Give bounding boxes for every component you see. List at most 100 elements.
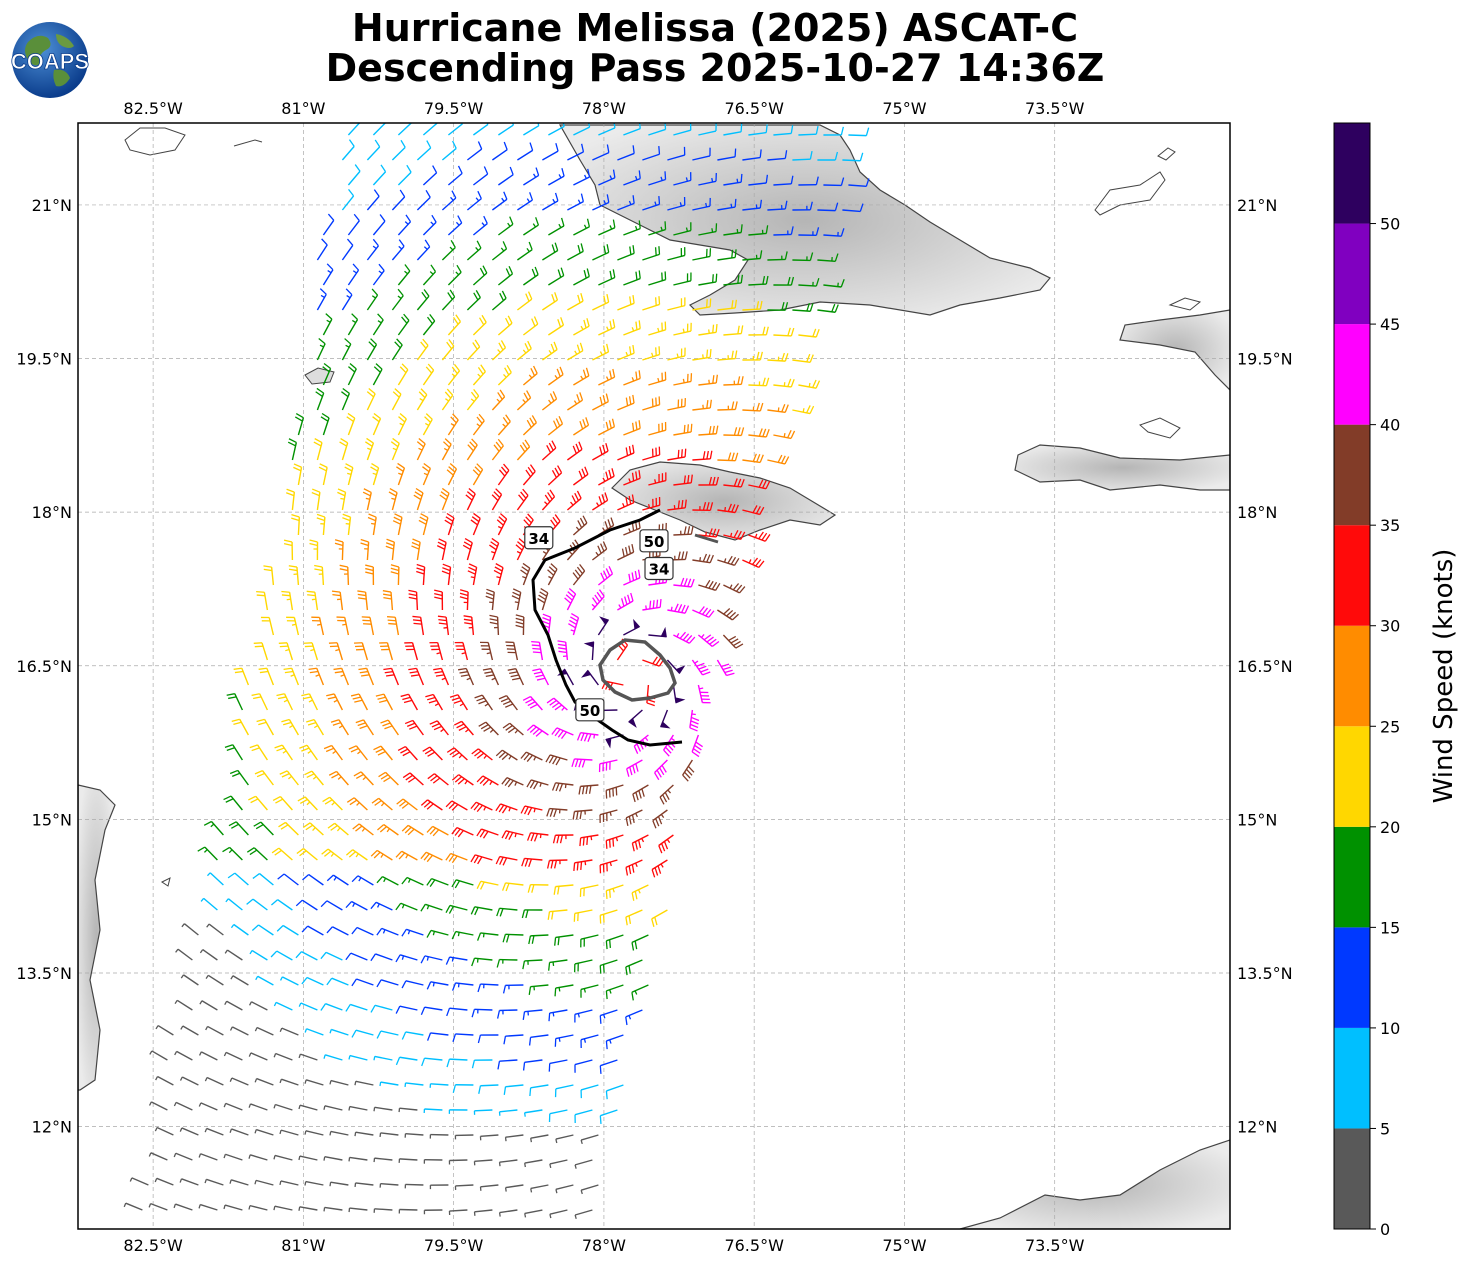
longitude-ticks-bottom: 82.5°W 81°W 79.5°W 78°W 76.5°W 75°W 73.5°W (123, 1236, 1084, 1255)
wind-barb (404, 1082, 424, 1087)
wind-barb (522, 415, 537, 436)
wind-barb (642, 246, 661, 261)
contour-label-50-0: 50 (575, 698, 605, 722)
wind-barb (304, 1180, 324, 1186)
wind-barb (672, 684, 686, 704)
wind-barb (516, 291, 533, 311)
wind-barb (248, 1001, 268, 1011)
wind-barb (422, 462, 432, 486)
small-island (161, 877, 171, 887)
small-island (233, 139, 263, 147)
wind-barb (337, 488, 347, 511)
wind-barb (542, 192, 559, 211)
lat-tick-left-3: 16.5°N (16, 657, 72, 676)
wind-barb (322, 263, 334, 286)
wind-barb (517, 192, 534, 211)
wind-barb (491, 488, 503, 511)
wind-barb (447, 215, 463, 236)
south-america-coast (959, 1139, 1230, 1229)
wind-barbs (123, 123, 870, 1220)
wind-barb (322, 362, 332, 386)
wind-barb (497, 166, 514, 186)
colorbar-tick-label-5: 25 (1380, 717, 1400, 736)
wind-barb (773, 226, 794, 236)
wind-barb (326, 693, 344, 711)
wind-barb (302, 873, 324, 886)
wind-barb (466, 240, 482, 261)
wind-barb (651, 859, 668, 878)
wind-barb (516, 241, 533, 261)
wind-barb (548, 1059, 568, 1072)
wind-barb (579, 834, 599, 847)
wind-barb (248, 1052, 268, 1061)
wind-barb (154, 1126, 174, 1136)
wind-barb (592, 293, 610, 311)
wind-barb (466, 388, 480, 411)
wind-barb (517, 142, 534, 161)
wind-barb (592, 244, 610, 261)
wind-barb (426, 929, 449, 938)
colorbar-tick-label-8: 40 (1380, 416, 1400, 435)
wind-barb (748, 479, 771, 490)
bahamas-island (1094, 171, 1166, 216)
wind-barb (429, 1133, 449, 1139)
wind-barb (306, 590, 319, 611)
wind-barb (370, 953, 393, 962)
wind-barb (427, 773, 449, 786)
wind-barb (373, 1106, 393, 1112)
wind-barb (546, 859, 568, 869)
wind-barb (698, 223, 718, 236)
wind-barb (316, 288, 327, 311)
wind-barb (542, 242, 559, 261)
wind-barb (180, 1025, 199, 1036)
wind-barb (323, 744, 343, 761)
wind-barb (493, 563, 504, 586)
wind-barb (497, 1059, 518, 1070)
wind-barb (567, 243, 584, 261)
wind-barb (378, 771, 399, 786)
wind-barb (423, 1209, 443, 1215)
lon-tick-top-2: 79.5°W (424, 99, 484, 118)
wind-barb (598, 169, 616, 186)
wind-barb (422, 314, 436, 336)
wind-barb (773, 276, 795, 286)
wind-barb (155, 1075, 174, 1086)
wind-barb (503, 1084, 524, 1096)
wind-barb (445, 852, 468, 864)
wind-barb (578, 784, 599, 795)
wind-barb (470, 854, 493, 865)
wind-barb (491, 141, 508, 161)
wind-barb (404, 642, 419, 661)
wind-barb (422, 746, 443, 761)
wind-barb (155, 1024, 174, 1036)
wind-barb (379, 642, 394, 661)
wind-barb (348, 1156, 368, 1162)
lon-tick-bottom-0: 82.5°W (123, 1236, 183, 1255)
colorbar-bin-7 (1334, 424, 1370, 526)
wind-barb (547, 563, 558, 586)
wind-barb (632, 784, 649, 803)
wind-barb (717, 555, 740, 567)
contour-34kt (531, 508, 683, 747)
wind-barb (598, 123, 616, 136)
wind-barb (370, 901, 393, 911)
wind-barb (642, 296, 661, 311)
wind-barb (523, 1109, 543, 1117)
wind-barb (572, 466, 589, 486)
map-content (78, 123, 1230, 1229)
lon-tick-top-0: 82.5°W (123, 99, 183, 118)
wind-barb (416, 438, 426, 461)
lat-tick-left-2: 18°N (32, 503, 72, 522)
wind-barb (522, 1009, 543, 1020)
wind-barb (692, 399, 712, 411)
wind-barb (631, 884, 649, 901)
wind-barb (717, 249, 737, 261)
wind-barb (429, 641, 444, 661)
wind-barb (548, 1109, 568, 1123)
wind-barb (311, 488, 321, 511)
wind-barb (441, 190, 457, 211)
wind-barb (551, 727, 574, 739)
wind-barb (528, 1034, 549, 1046)
wind-barb (580, 1084, 599, 1099)
wind-barb (666, 659, 686, 675)
